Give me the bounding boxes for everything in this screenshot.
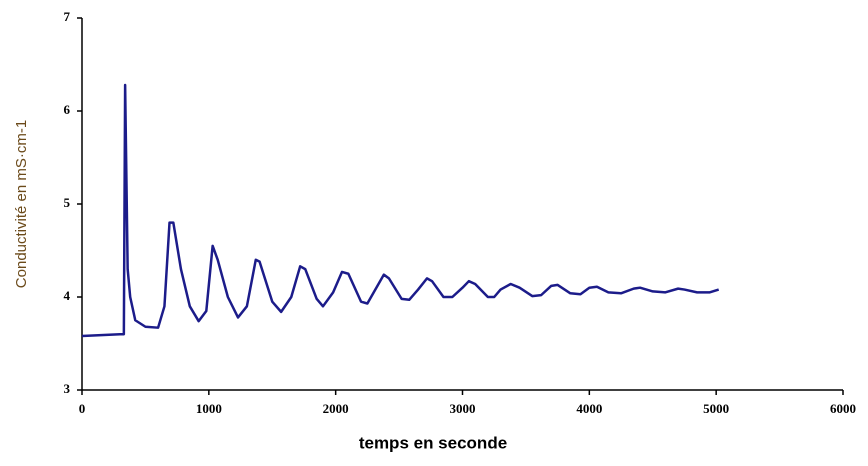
x-tick-label: 1000: [196, 401, 222, 416]
x-tick-label: 2000: [323, 401, 349, 416]
x-tick-label: 3000: [450, 401, 476, 416]
y-tick-label: 4: [64, 288, 71, 303]
y-axis-label: Conductivité en mS·cm-1: [13, 120, 30, 288]
data-line: [81, 83, 720, 338]
x-tick-label: 0: [79, 401, 86, 416]
x-axis-label: temps en seconde: [359, 433, 507, 452]
y-tick-label: 6: [64, 102, 71, 117]
y-tick-label: 3: [64, 381, 71, 396]
x-tick-label: 6000: [830, 401, 856, 416]
y-tick-label: 7: [64, 9, 71, 24]
y-tick-label: 5: [64, 195, 71, 210]
x-tick-label: 4000: [576, 401, 602, 416]
x-tick-label: 5000: [703, 401, 729, 416]
